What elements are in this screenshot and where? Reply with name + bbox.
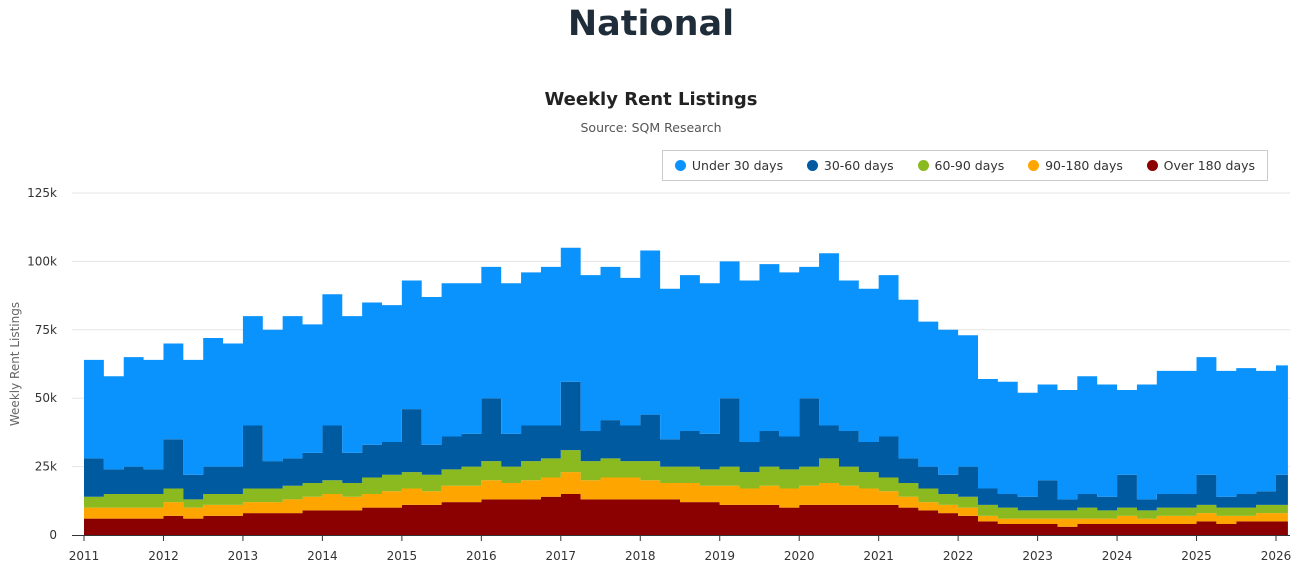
y-axis-label: Weekly Rent Listings (8, 302, 22, 426)
x-tick-label: 2025 (1181, 549, 1212, 563)
chart-title: Weekly Rent Listings (544, 89, 758, 110)
legend-marker (1146, 160, 1158, 171)
x-tick-label: 2018 (625, 549, 656, 563)
legend-marker (917, 160, 929, 171)
y-tick-label: 75k (35, 323, 57, 337)
y-tick-label: 125k (27, 186, 57, 200)
series-area-90-180-days (84, 472, 1288, 527)
series-area-under-30-days (84, 247, 1288, 500)
legend-label: 60-90 days (934, 158, 1005, 173)
legend-label: Over 180 days (1163, 158, 1256, 173)
x-tick-label: 2026 (1261, 549, 1292, 563)
x-tick-label: 2023 (1022, 549, 1053, 563)
x-tick-label: 2024 (1102, 549, 1133, 563)
legend-item-over-180[interactable]: Over 180 days (1146, 158, 1256, 173)
y-tick-label: 50k (35, 391, 57, 405)
y-tick-label: 100k (27, 254, 57, 268)
chart-subtitle: Source: SQM Research (580, 120, 722, 135)
x-tick-label: 2014 (307, 549, 338, 563)
x-tick-label: 2021 (863, 549, 894, 563)
legend: Under 30 days 30-60 days 60-90 days 90-1… (662, 150, 1268, 181)
x-tick-label: 2013 (228, 549, 259, 563)
legend-marker (1028, 160, 1040, 171)
x-tick-label: 2011 (69, 549, 100, 563)
x-tick-label: 2016 (466, 549, 497, 563)
x-tick-label: 2012 (148, 549, 179, 563)
legend-marker (674, 160, 686, 171)
y-tick-label: 0 (49, 528, 57, 542)
legend-item-under-30[interactable]: Under 30 days (674, 158, 784, 173)
legend-label: 30-60 days (823, 158, 894, 173)
legend-item-30-60[interactable]: 30-60 days (806, 158, 894, 173)
x-tick-label: 2015 (387, 549, 418, 563)
x-tick-label: 2020 (784, 549, 815, 563)
x-tick-label: 2017 (546, 549, 577, 563)
legend-item-60-90[interactable]: 60-90 days (917, 158, 1005, 173)
legend-item-90-180[interactable]: 90-180 days (1028, 158, 1123, 173)
x-tick-label: 2022 (943, 549, 974, 563)
page-title: National (567, 4, 735, 44)
legend-label: 90-180 days (1045, 158, 1123, 173)
series-area-over-180-days (84, 493, 1288, 535)
y-tick-label: 25k (35, 460, 57, 474)
legend-label: Under 30 days (691, 158, 784, 173)
series-area-60-90-days (84, 450, 1288, 519)
x-tick-label: 2019 (704, 549, 735, 563)
legend-marker (806, 160, 818, 171)
series-area-30-60-days (84, 381, 1288, 511)
